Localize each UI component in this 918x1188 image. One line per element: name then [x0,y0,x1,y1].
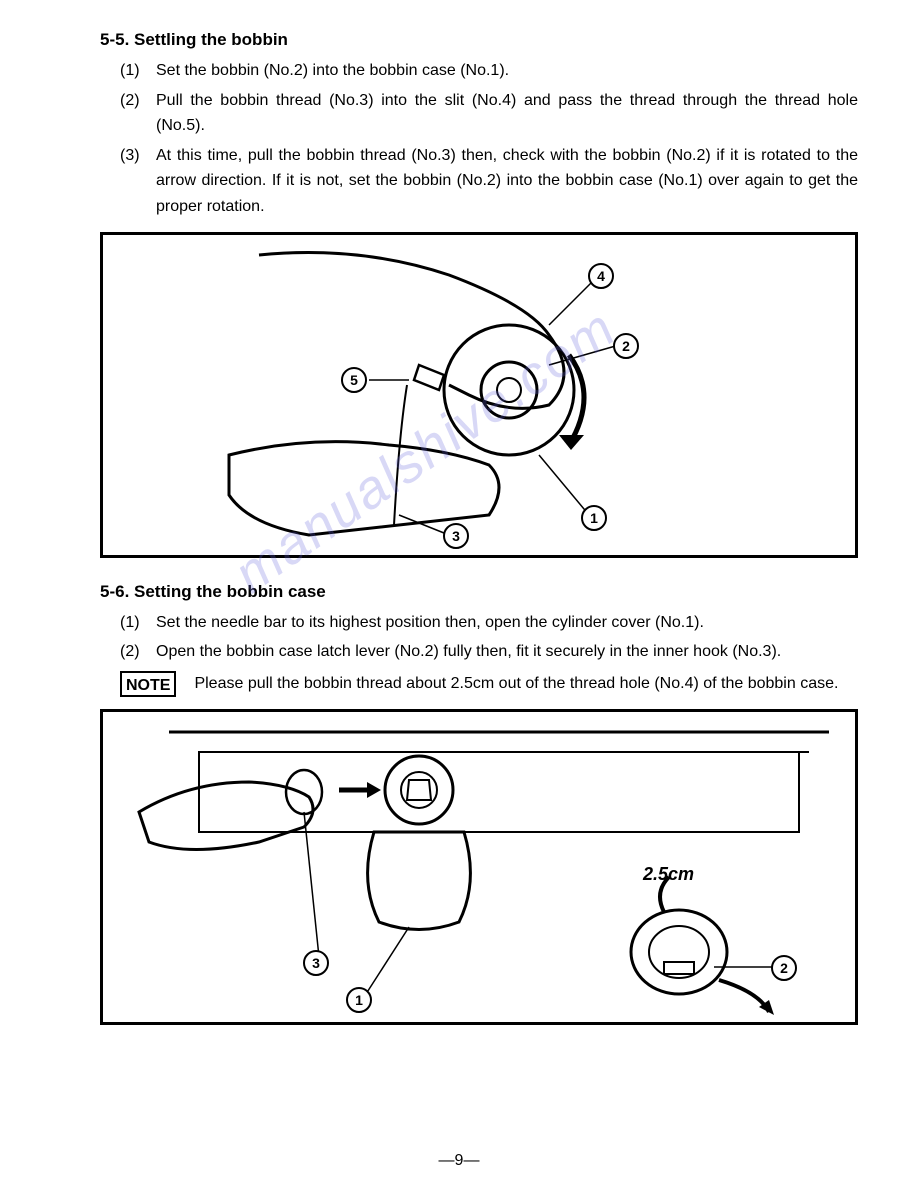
page-number: —9— [439,1152,480,1170]
step-text: Set the bobbin (No.2) into the bobbin ca… [156,58,858,84]
callout-1: 1 [346,987,372,1013]
step-5-5-1: (1) Set the bobbin (No.2) into the bobbi… [110,58,858,84]
step-5-6-2: (2) Open the bobbin case latch lever (No… [110,639,858,665]
step-5-6-1: (1) Set the needle bar to its highest po… [110,610,858,636]
note-label-box: NOTE [120,671,176,697]
section-5-6-title: 5-6. Setting the bobbin case [100,582,858,602]
step-text: At this time, pull the bobbin thread (No… [156,143,858,220]
step-number: (3) [110,143,156,220]
callout-4: 4 [588,263,614,289]
figure-bobbin-case-setting: 3 1 2 2.5cm [100,709,858,1025]
callout-3: 3 [303,950,329,976]
step-5-5-2: (2) Pull the bobbin thread (No.3) into t… [110,88,858,139]
step-number: (1) [110,610,156,636]
step-text: Set the needle bar to its highest positi… [156,610,858,636]
step-number: (1) [110,58,156,84]
section-5-5-title: 5-5. Settling the bobbin [100,30,858,50]
step-number: (2) [110,639,156,665]
note-row: NOTE Please pull the bobbin thread about… [120,671,858,697]
note-text: Please pull the bobbin thread about 2.5c… [194,671,838,697]
callout-5: 5 [341,367,367,393]
step-5-5-3: (3) At this time, pull the bobbin thread… [110,143,858,220]
bobbin-diagram-svg [103,235,855,555]
step-number: (2) [110,88,156,139]
step-text: Pull the bobbin thread (No.3) into the s… [156,88,858,139]
callout-3: 3 [443,523,469,549]
callout-2: 2 [771,955,797,981]
callout-1: 1 [581,505,607,531]
bobbin-case-diagram-svg [103,712,855,1022]
step-text: Open the bobbin case latch lever (No.2) … [156,639,858,665]
callout-2: 2 [613,333,639,359]
figure-bobbin-settling: 4 2 5 3 1 [100,232,858,558]
dimension-label: 2.5cm [643,864,694,885]
manual-page: manualshive.com 5-5. Settling the bobbin… [0,0,918,1089]
